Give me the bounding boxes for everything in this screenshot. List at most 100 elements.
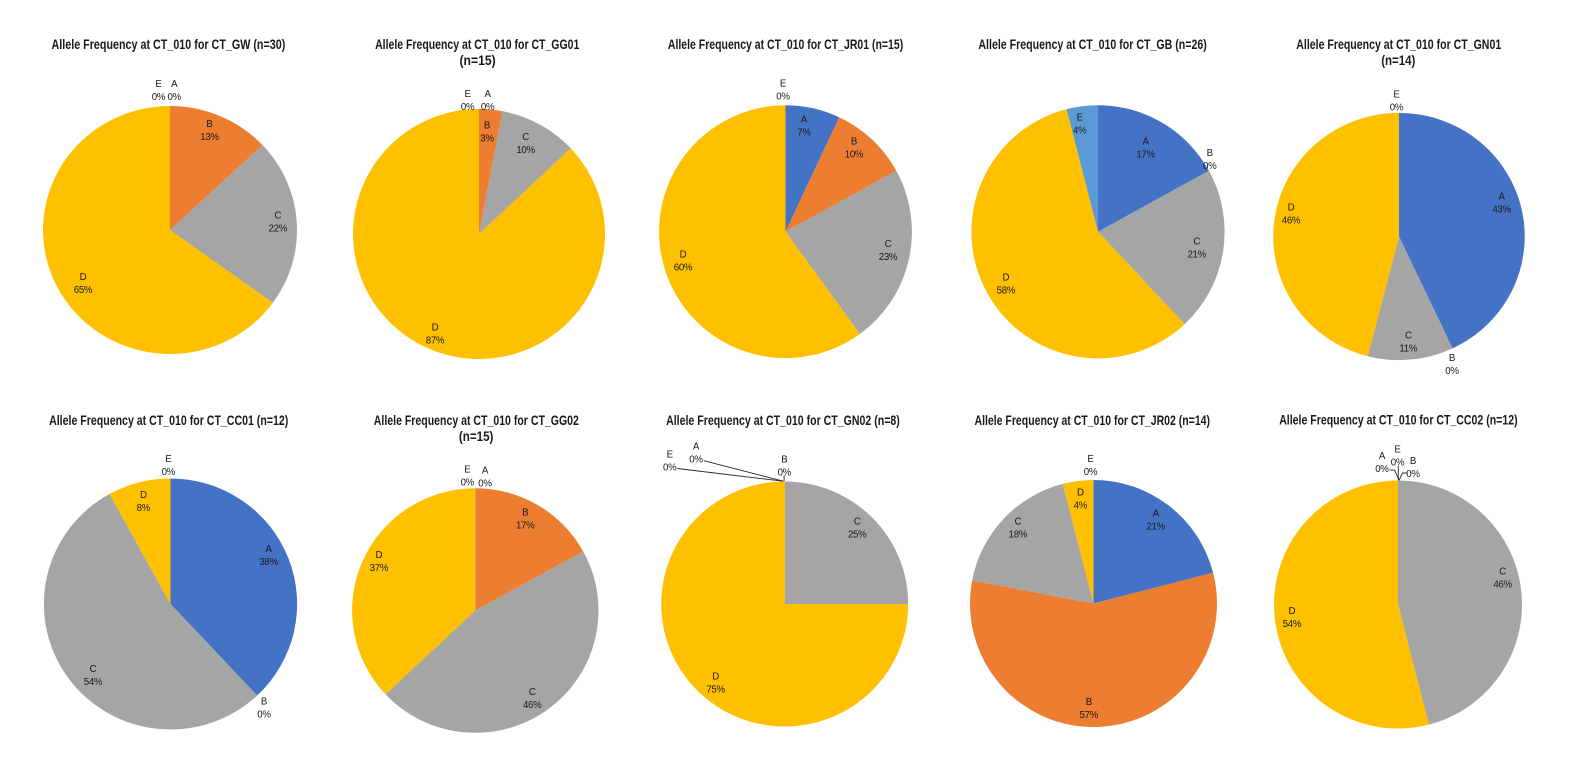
svg-text:0%: 0% — [1375, 464, 1389, 475]
svg-text:38%: 38% — [259, 557, 278, 568]
svg-text:C: C — [885, 239, 892, 250]
svg-text:D: D — [376, 550, 383, 561]
svg-text:Allele Frequency at CT_010 for: Allele Frequency at CT_010 for CT_GB (n=… — [978, 36, 1206, 52]
svg-text:0%: 0% — [481, 102, 495, 113]
svg-text:E: E — [465, 89, 472, 100]
svg-text:0%: 0% — [478, 478, 492, 489]
svg-text:C: C — [274, 211, 281, 222]
svg-text:D: D — [712, 671, 719, 682]
svg-text:A: A — [171, 79, 178, 90]
svg-text:D: D — [1077, 488, 1084, 499]
svg-text:B: B — [484, 121, 490, 132]
svg-text:A: A — [1499, 192, 1506, 203]
svg-text:C: C — [1015, 517, 1022, 528]
svg-text:A: A — [801, 115, 808, 126]
svg-text:C: C — [522, 132, 529, 143]
svg-text:A: A — [693, 442, 700, 453]
svg-text:C: C — [854, 517, 861, 528]
svg-text:7%: 7% — [797, 128, 811, 139]
svg-text:D: D — [680, 250, 687, 261]
svg-text:22%: 22% — [269, 224, 288, 235]
svg-text:Allele Frequency at CT_010 for: Allele Frequency at CT_010 for CT_GN02 (… — [666, 412, 900, 428]
svg-text:(n=14): (n=14) — [1381, 52, 1415, 68]
svg-text:C: C — [90, 664, 97, 675]
svg-text:11%: 11% — [1399, 343, 1417, 354]
svg-text:54%: 54% — [84, 677, 103, 688]
svg-text:E: E — [1077, 113, 1084, 124]
svg-text:10%: 10% — [516, 145, 535, 156]
svg-text:E: E — [464, 464, 471, 475]
svg-text:(n=15): (n=15) — [459, 428, 494, 444]
svg-text:C: C — [1193, 237, 1200, 248]
svg-text:D: D — [1288, 203, 1295, 214]
svg-text:0%: 0% — [689, 455, 703, 466]
svg-text:A: A — [266, 544, 273, 555]
svg-text:0%: 0% — [1390, 103, 1404, 114]
svg-text:57%: 57% — [1080, 710, 1099, 721]
svg-text:0%: 0% — [1406, 469, 1420, 480]
svg-text:Allele Frequency at CT_010 for: Allele Frequency at CT_010 for CT_GG01 — [375, 36, 579, 52]
svg-text:46%: 46% — [1493, 580, 1512, 591]
svg-text:21%: 21% — [1146, 522, 1165, 533]
svg-text:0%: 0% — [461, 477, 475, 488]
svg-text:0%: 0% — [257, 710, 271, 721]
svg-text:0%: 0% — [776, 92, 790, 103]
svg-text:B: B — [1207, 148, 1213, 159]
svg-text:23%: 23% — [879, 252, 898, 263]
svg-text:87%: 87% — [426, 336, 445, 347]
svg-text:E: E — [667, 449, 674, 460]
svg-text:0%: 0% — [167, 92, 181, 103]
svg-text:Allele Frequency at CT_010 for: Allele Frequency at CT_010 for CT_JR01 (… — [668, 36, 903, 52]
svg-text:C: C — [529, 687, 536, 698]
svg-text:B: B — [1086, 697, 1092, 708]
svg-text:Allele Frequency at CT_010 for: Allele Frequency at CT_010 for CT_CC02 (… — [1279, 412, 1517, 428]
svg-text:C: C — [1405, 330, 1412, 341]
svg-text:Allele Frequency at CT_010 for: Allele Frequency at CT_010 for CT_GW (n=… — [52, 36, 286, 52]
svg-text:43%: 43% — [1492, 205, 1511, 216]
svg-text:A: A — [1153, 509, 1160, 520]
svg-text:D: D — [432, 323, 439, 334]
svg-text:4%: 4% — [1074, 501, 1088, 512]
svg-text:10%: 10% — [845, 150, 864, 161]
svg-text:B: B — [781, 455, 787, 466]
svg-text:60%: 60% — [674, 263, 693, 274]
svg-text:0%: 0% — [663, 462, 677, 473]
svg-text:(n=15): (n=15) — [460, 52, 496, 68]
svg-text:4%: 4% — [1073, 126, 1087, 137]
svg-text:B: B — [206, 119, 212, 130]
svg-text:0%: 0% — [461, 102, 475, 113]
svg-text:E: E — [780, 79, 787, 90]
svg-text:E: E — [165, 454, 172, 465]
svg-text:0%: 0% — [152, 92, 166, 103]
svg-text:75%: 75% — [706, 684, 725, 695]
svg-text:Allele Frequency at CT_010 for: Allele Frequency at CT_010 for CT_GN01 — [1296, 36, 1501, 52]
svg-text:B: B — [851, 137, 857, 148]
svg-text:17%: 17% — [516, 521, 535, 532]
svg-text:D: D — [1003, 272, 1010, 283]
svg-text:E: E — [1087, 454, 1094, 465]
svg-text:B: B — [522, 508, 528, 519]
svg-text:C: C — [1499, 567, 1506, 578]
svg-text:E: E — [155, 79, 162, 90]
svg-text:E: E — [1393, 90, 1400, 101]
svg-text:3%: 3% — [480, 134, 494, 145]
svg-text:18%: 18% — [1009, 530, 1028, 541]
svg-text:37%: 37% — [370, 563, 389, 574]
svg-text:D: D — [140, 490, 147, 501]
svg-text:25%: 25% — [848, 530, 867, 541]
svg-text:D: D — [80, 272, 87, 283]
svg-text:0%: 0% — [1203, 161, 1217, 172]
svg-text:Allele Frequency at CT_010 for: Allele Frequency at CT_010 for CT_JR02 (… — [975, 412, 1211, 428]
svg-text:0%: 0% — [1445, 366, 1459, 377]
svg-text:A: A — [482, 465, 489, 476]
svg-text:0%: 0% — [1084, 467, 1098, 478]
svg-text:0%: 0% — [778, 468, 792, 479]
svg-text:Allele Frequency at CT_010 for: Allele Frequency at CT_010 for CT_CC01 (… — [49, 412, 288, 428]
svg-text:21%: 21% — [1187, 250, 1206, 261]
svg-text:46%: 46% — [1282, 216, 1301, 227]
svg-text:B: B — [261, 697, 267, 708]
svg-text:65%: 65% — [74, 285, 93, 296]
svg-text:A: A — [1379, 451, 1386, 462]
svg-text:58%: 58% — [997, 285, 1016, 296]
svg-text:B: B — [1449, 353, 1455, 364]
